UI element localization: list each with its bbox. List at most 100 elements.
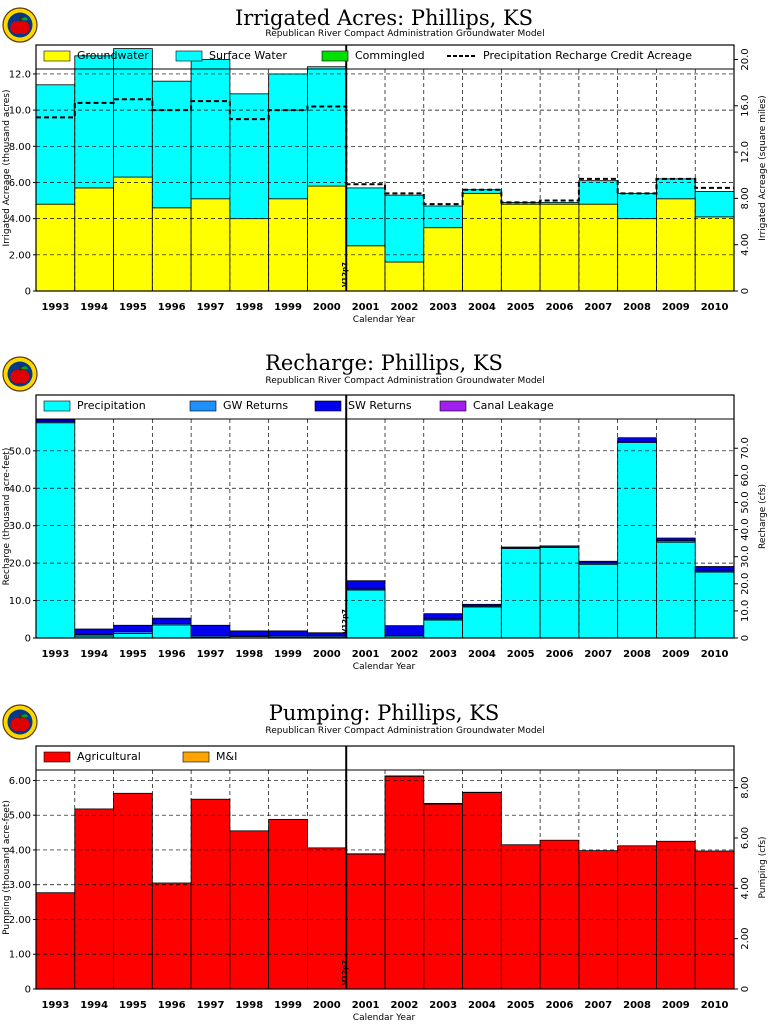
x-tick-label: 1996 bbox=[158, 302, 186, 313]
x-tick-label: 2009 bbox=[662, 1000, 690, 1011]
x-tick-label: 2010 bbox=[701, 1000, 729, 1011]
bar-groundwater-2006 bbox=[539, 203, 580, 292]
bar-surface_water-2007 bbox=[578, 180, 619, 205]
y-tick-label: 4.00 bbox=[9, 845, 31, 856]
bar-precipitation-2006 bbox=[539, 547, 580, 639]
bar-groundwater-1995 bbox=[113, 176, 153, 292]
y2-tick-label: 10.0 bbox=[740, 600, 751, 622]
bar-sw_returns-1998 bbox=[229, 630, 270, 636]
chart-subtitle: Republican River Compact Administration … bbox=[265, 29, 544, 39]
legend-swatch-canal_leakage bbox=[439, 400, 467, 412]
legend-label-commingled: Commingled bbox=[355, 49, 425, 62]
bar-agricultural-2004 bbox=[462, 792, 502, 990]
chart-title: Recharge: Phillips, KS bbox=[265, 351, 503, 375]
y2-tick-label: 2.00 bbox=[740, 928, 751, 950]
bar-groundwater-1999 bbox=[268, 198, 308, 292]
bar-surface_water-2001 bbox=[345, 187, 386, 247]
legend-label-sw_returns: SW Returns bbox=[348, 399, 412, 412]
x-tick-label: 1997 bbox=[197, 302, 225, 313]
bar-agricultural-1996 bbox=[151, 882, 192, 990]
bar-groundwater-2002 bbox=[384, 261, 425, 292]
apple-logo-icon bbox=[2, 7, 38, 43]
bar-precipitation-2009 bbox=[656, 541, 696, 639]
legend-swatch-precipitation bbox=[43, 400, 71, 412]
bar-agricultural-2006 bbox=[539, 839, 580, 990]
y-axis-label: Irrigated Acreage (thousand acres) bbox=[2, 89, 12, 246]
y-tick-label: 20.0 bbox=[9, 559, 31, 570]
bar-groundwater-1994 bbox=[74, 187, 114, 292]
bar-groundwater-1996 bbox=[151, 207, 192, 292]
x-tick-label: 1993 bbox=[41, 649, 69, 660]
y2-tick-label: 50.0 bbox=[740, 491, 751, 513]
bar-groundwater-1993 bbox=[35, 203, 76, 292]
apple-logo-stem bbox=[19, 364, 22, 372]
x-tick-label: 2009 bbox=[662, 649, 690, 660]
bar-sw_returns-1994 bbox=[74, 628, 114, 636]
bar-surface_water-2009 bbox=[656, 178, 696, 200]
bar-sw_returns-1997 bbox=[190, 624, 231, 637]
apple-logo-fruit-right bbox=[16, 20, 30, 35]
y-tick-label: 4.00 bbox=[9, 214, 31, 225]
y-axis-label: Recharge (thousand acre-feet) bbox=[2, 448, 12, 586]
bar-precipitation-2010 bbox=[694, 571, 735, 639]
bar-groundwater-2009 bbox=[656, 198, 696, 292]
y-tick-label: 3.00 bbox=[9, 880, 31, 891]
bar-sw_returns-1995 bbox=[113, 624, 153, 633]
x-tick-label: 2005 bbox=[507, 649, 535, 660]
apple-logo-leaf bbox=[21, 366, 28, 370]
legend-swatch-gw_returns bbox=[189, 400, 217, 412]
x-tick-label: 2003 bbox=[429, 649, 457, 660]
bar-sw_returns-2008 bbox=[617, 437, 657, 442]
y2-tick-label: 6.00 bbox=[740, 827, 751, 849]
bar-precipitation-2001 bbox=[345, 589, 386, 639]
apple-logo-icon bbox=[2, 356, 38, 392]
x-tick-label: 1994 bbox=[80, 302, 108, 313]
x-tick-label: 2004 bbox=[468, 302, 496, 313]
x-tick-label: 2008 bbox=[623, 1000, 651, 1011]
bar-agricultural-1998 bbox=[229, 830, 270, 990]
bar-agricultural-2000 bbox=[307, 847, 347, 990]
bar-precipitation-1996 bbox=[151, 624, 192, 639]
apple-logo-fruit-right bbox=[16, 717, 30, 732]
x-tick-label: 2000 bbox=[313, 1000, 341, 1011]
apple-logo-fruit-right bbox=[16, 369, 30, 384]
x-tick-label: 2006 bbox=[546, 302, 574, 313]
apple-logo-icon bbox=[2, 704, 38, 740]
y2-tick-label: 70.0 bbox=[740, 437, 751, 459]
bar-agricultural-2010 bbox=[694, 850, 735, 990]
bar-surface_water-2002 bbox=[384, 194, 425, 263]
bar-precipitation-2004 bbox=[462, 606, 502, 639]
x-tick-label: 2002 bbox=[390, 302, 418, 313]
x-tick-label: 2006 bbox=[546, 649, 574, 660]
version-marker-label: V12p7 bbox=[341, 609, 349, 634]
bar-groundwater-1997 bbox=[190, 198, 231, 292]
x-tick-label: 2006 bbox=[546, 1000, 574, 1011]
bar-precipitation-1995 bbox=[113, 633, 153, 639]
bar-agricultural-2009 bbox=[656, 840, 696, 990]
y2-tick-label: 40.0 bbox=[740, 518, 751, 540]
bar-groundwater-2003 bbox=[423, 227, 463, 292]
x-tick-label: 2008 bbox=[623, 649, 651, 660]
x-tick-label: 1997 bbox=[197, 649, 225, 660]
bar-sw_returns-2002 bbox=[384, 625, 425, 636]
y2-tick-label: 4.00 bbox=[740, 877, 751, 899]
legend-label-mi: M&I bbox=[216, 750, 237, 763]
bar-sw_returns-2001 bbox=[345, 580, 386, 590]
bar-surface_water-1996 bbox=[151, 80, 192, 209]
legend-swatch-commingled bbox=[321, 50, 349, 62]
y-tick-label: 50.0 bbox=[9, 446, 31, 457]
plot-frame bbox=[35, 394, 735, 639]
legend-swatch-agricultural bbox=[43, 751, 71, 763]
x-tick-label: 2007 bbox=[584, 302, 612, 313]
y2-axis-label: Irrigated Acreage (square miles) bbox=[758, 95, 768, 240]
x-tick-label: 2010 bbox=[701, 649, 729, 660]
x-tick-label: 2004 bbox=[468, 1000, 496, 1011]
x-tick-label: 2003 bbox=[429, 1000, 457, 1011]
x-tick-label: 2002 bbox=[390, 649, 418, 660]
chart-title: Irrigated Acres: Phillips, KS bbox=[235, 6, 533, 30]
chart-subtitle: Republican River Compact Administration … bbox=[265, 376, 544, 386]
x-tick-label: 1995 bbox=[119, 302, 147, 313]
legend-label-groundwater: Groundwater bbox=[77, 49, 149, 62]
x-tick-label: 2005 bbox=[507, 302, 535, 313]
legend-label-gw_returns: GW Returns bbox=[223, 399, 288, 412]
